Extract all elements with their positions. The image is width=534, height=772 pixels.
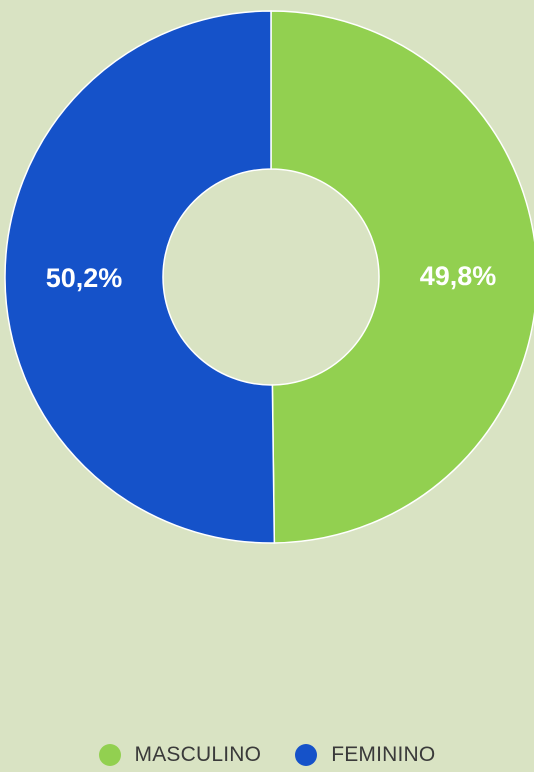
- slice-feminino[interactable]: [4, 10, 276, 544]
- legend-swatch-masculino: [98, 744, 121, 766]
- legend-label-feminino: FEMININO: [331, 743, 436, 766]
- legend-swatch-feminino: [295, 744, 318, 766]
- slice-label-feminino: 50,2%: [46, 263, 123, 293]
- slice-label-masculino: 49,8%: [420, 261, 497, 291]
- legend: MASCULINO FEMININO: [0, 738, 534, 772]
- legend-item-masculino[interactable]: MASCULINO: [98, 743, 262, 767]
- legend-label-masculino: MASCULINO: [134, 743, 262, 766]
- legend-item-feminino[interactable]: FEMININO: [295, 743, 435, 767]
- slice-masculino[interactable]: [270, 10, 534, 544]
